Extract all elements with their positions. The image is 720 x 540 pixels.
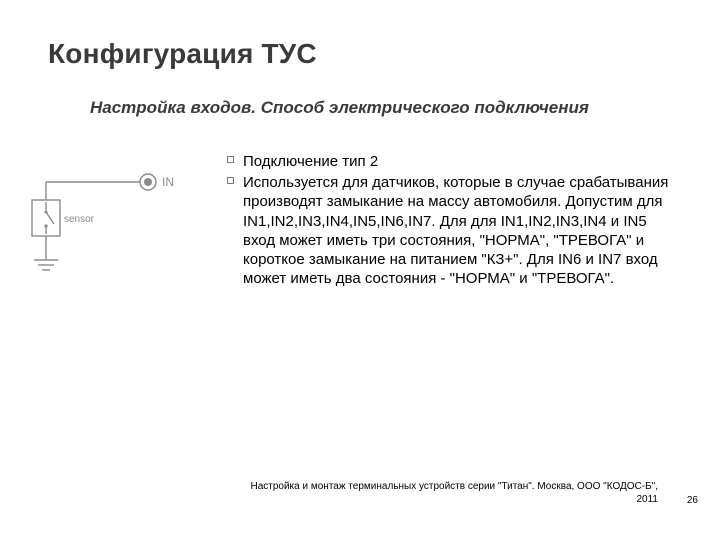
slide-subtitle: Настройка входов. Способ электрического … <box>90 98 589 118</box>
sensor-label: sensor <box>64 214 95 225</box>
diagram-svg: IN sensor <box>28 168 178 288</box>
body-text-area: Подключение тип 2 Используется для датчи… <box>225 152 675 290</box>
slide: Конфигурация ТУС Настройка входов. Спосо… <box>0 0 720 540</box>
bullet-item: Используется для датчиков, которые в слу… <box>225 173 675 288</box>
bullet-list: Подключение тип 2 Используется для датчи… <box>225 152 675 288</box>
in-terminal-dot <box>144 178 152 186</box>
footer-text: Настройка и монтаж терминальных устройст… <box>238 481 658 506</box>
slide-title: Конфигурация ТУС <box>48 38 317 70</box>
in-label: IN <box>162 175 174 189</box>
connection-diagram: IN sensor <box>28 168 178 288</box>
page-number: 26 <box>687 495 698 506</box>
bullet-item: Подключение тип 2 <box>225 152 675 171</box>
switch-arm <box>46 212 54 224</box>
